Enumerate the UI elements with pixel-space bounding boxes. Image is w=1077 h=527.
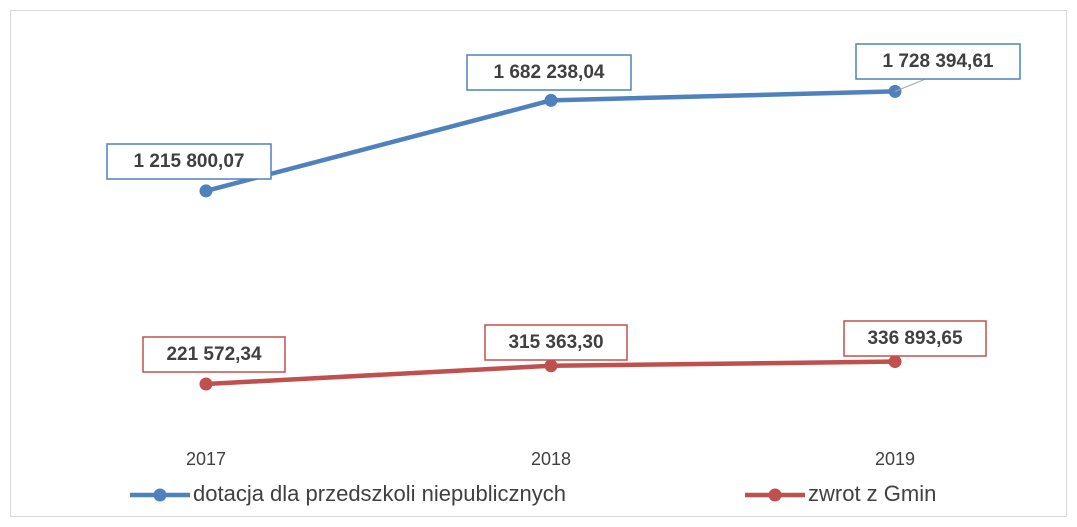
label-box — [484, 324, 628, 361]
label-box — [855, 43, 1021, 80]
data-label: 315 363,30 — [508, 332, 603, 353]
label-box — [843, 320, 987, 357]
data-label: 336 893,65 — [867, 328, 963, 349]
data-label: 1 215 800,07 — [134, 151, 245, 172]
point — [199, 184, 213, 198]
legend-marker — [768, 488, 782, 502]
x-tick-label: 2018 — [531, 449, 571, 469]
point — [544, 93, 558, 107]
label-box — [466, 54, 632, 91]
data-label: 1 728 394,61 — [883, 51, 994, 72]
point — [888, 355, 902, 369]
label-box — [142, 336, 286, 373]
legend-marker — [153, 488, 167, 502]
point — [199, 377, 213, 391]
legend-label: zwrot z Gmin — [808, 481, 936, 506]
data-label: 221 572,34 — [166, 344, 262, 365]
x-tick-label: 2019 — [875, 449, 915, 469]
point — [544, 359, 558, 373]
legend-label: dotacja dla przedszkoli niepublicznych — [193, 481, 566, 506]
leader-line — [894, 77, 929, 92]
x-tick-label: 2017 — [186, 449, 226, 469]
label-box — [106, 143, 272, 180]
data-label: 1 682 238,04 — [494, 62, 605, 83]
